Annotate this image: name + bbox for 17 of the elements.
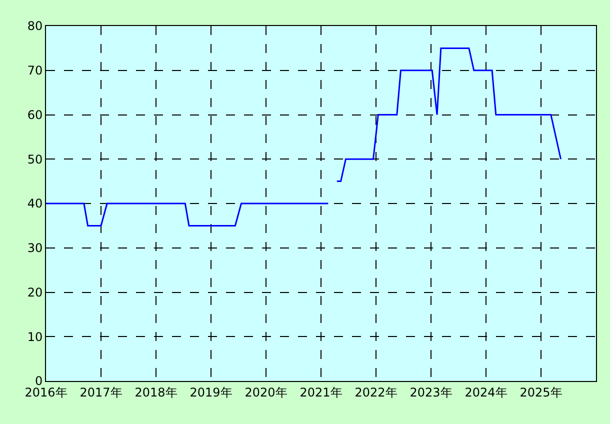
y-tick-label: 20 — [27, 285, 43, 300]
y-tick-label: 50 — [27, 152, 43, 166]
x-tick-label: 2025年 — [520, 385, 562, 400]
x-tick-label: 2019年 — [190, 385, 232, 400]
y-tick-label: 60 — [27, 108, 43, 122]
x-tick-label: 2018年 — [134, 385, 178, 400]
x-tick-label: 2021年 — [300, 385, 342, 400]
y-tick-label: 40 — [27, 196, 43, 211]
x-tick-label: 2020年 — [244, 385, 288, 400]
y-tick-label: 80 — [27, 19, 43, 34]
x-tick-label: 2022年 — [354, 385, 398, 400]
y-tick-label: 10 — [27, 330, 43, 344]
x-tick-label: 2024年 — [464, 385, 508, 400]
y-tick-label: 30 — [27, 241, 43, 256]
x-tick-label: 2017年 — [80, 385, 122, 400]
x-tick-label: 2023年 — [410, 385, 452, 400]
y-tick-label: 70 — [27, 64, 43, 78]
